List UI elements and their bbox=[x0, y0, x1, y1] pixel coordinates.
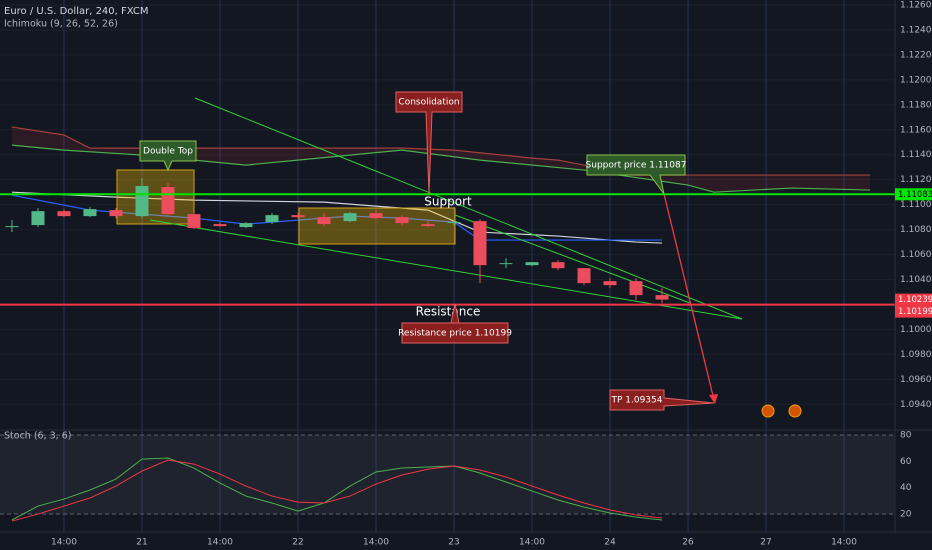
annotation: Double Top bbox=[143, 147, 193, 157]
annotation: Support bbox=[424, 195, 472, 209]
indicator-line bbox=[11, 459, 663, 522]
trend-line bbox=[194, 97, 743, 320]
trend-line bbox=[149, 219, 743, 320]
candle-body bbox=[577, 268, 591, 284]
stoch-band bbox=[0, 435, 895, 514]
indicator-title: Stoch (6, 3, 6) bbox=[4, 431, 71, 442]
candle-body bbox=[447, 222, 461, 224]
candle-body bbox=[135, 186, 149, 217]
y-tick-label: 1.11800 bbox=[900, 100, 932, 110]
annotation: Resistance bbox=[416, 305, 481, 319]
x-tick-label: 27 bbox=[760, 538, 771, 548]
candle-body bbox=[525, 262, 539, 266]
y-tick-label: 1.10000 bbox=[900, 325, 932, 335]
y-tick-label: 1.12600 bbox=[900, 0, 932, 10]
candle-body bbox=[57, 211, 71, 217]
price-label: 1.10199 bbox=[898, 307, 932, 317]
x-tick-label: 14:00 bbox=[831, 538, 857, 548]
y-tick-label: 1.10600 bbox=[900, 250, 932, 260]
y-tick-label: 1.12400 bbox=[900, 25, 932, 35]
callout bbox=[395, 91, 463, 195]
x-tick-label: 14:00 bbox=[363, 538, 389, 548]
callout bbox=[586, 154, 686, 195]
price-label-box bbox=[895, 293, 932, 306]
candle-body bbox=[499, 263, 513, 265]
x-tick-label: 14:00 bbox=[207, 538, 233, 548]
candle-body bbox=[551, 262, 565, 269]
candle-body bbox=[291, 215, 305, 218]
y-tick-label: 1.10400 bbox=[900, 275, 932, 285]
chart-title: Euro / U.S. Dollar, 240, FXCM bbox=[4, 6, 149, 17]
y-tick-label: 1.11600 bbox=[900, 125, 932, 135]
y-tick-label: 40 bbox=[900, 483, 912, 493]
candle-body bbox=[213, 224, 227, 227]
event-icon[interactable] bbox=[788, 404, 802, 418]
candle-body bbox=[473, 221, 487, 266]
y-tick-label: 20 bbox=[900, 509, 912, 519]
candle-body bbox=[161, 187, 175, 215]
y-tick-label: 1.11200 bbox=[900, 175, 932, 185]
candle-body bbox=[603, 281, 617, 286]
annotation: TP 1.09354 bbox=[610, 396, 662, 406]
y-tick-label: 60 bbox=[900, 457, 912, 467]
annotation: Consolidation bbox=[398, 98, 459, 108]
x-tick-label: 26 bbox=[682, 538, 694, 548]
candle-body bbox=[421, 224, 435, 227]
x-tick-label: 22 bbox=[292, 538, 303, 548]
y-tick-label: 1.10800 bbox=[900, 225, 932, 235]
candle-body bbox=[629, 281, 643, 296]
candle-body bbox=[5, 226, 19, 228]
candle-body bbox=[83, 209, 97, 217]
price-label: 1.11083 bbox=[898, 190, 932, 200]
annotation: Resistance price 1.10199 bbox=[398, 329, 512, 339]
price-label: 1.10239 bbox=[898, 295, 932, 305]
trend-line bbox=[454, 214, 691, 304]
candle-body bbox=[317, 217, 331, 225]
callout bbox=[609, 389, 715, 411]
callout bbox=[139, 140, 197, 172]
x-tick-label: 23 bbox=[448, 538, 459, 548]
candle-body bbox=[343, 213, 357, 222]
y-tick-label: 80 bbox=[900, 431, 912, 441]
double-top-box bbox=[116, 169, 195, 225]
x-tick-label: 14:00 bbox=[519, 538, 545, 548]
axes: 1.12600 1.12400 1.12200 1.12000 1.11800 1.116… bbox=[51, 0, 932, 548]
arrow-head bbox=[709, 394, 718, 404]
indicator-line bbox=[11, 144, 871, 193]
candle-body bbox=[187, 214, 201, 229]
x-tick-label: 21 bbox=[136, 538, 147, 548]
x-tick-label: 24 bbox=[604, 538, 616, 548]
y-tick-label: 1.11000 bbox=[900, 200, 932, 210]
target-arrow bbox=[663, 193, 715, 401]
y-tick-label: 1.12200 bbox=[900, 50, 932, 60]
candle-body bbox=[31, 211, 45, 226]
y-tick-label: 1.09400 bbox=[900, 400, 932, 410]
event-icon[interactable] bbox=[761, 404, 775, 418]
callout bbox=[401, 303, 509, 344]
price-label-box bbox=[895, 188, 932, 201]
x-tick-label: 14:00 bbox=[51, 538, 77, 548]
candle-body bbox=[109, 210, 123, 217]
annotations: Double Top Consolidation Support Resista… bbox=[139, 91, 802, 418]
candle-body bbox=[265, 215, 279, 223]
y-tick-label: 1.09800 bbox=[900, 350, 932, 360]
grid bbox=[0, 0, 895, 532]
price-label-box bbox=[895, 305, 932, 318]
y-tick-label: 1.11400 bbox=[900, 150, 932, 160]
candle-body bbox=[239, 223, 253, 228]
candle-body bbox=[369, 213, 383, 219]
indicator-line bbox=[11, 457, 663, 521]
indicator-title: Ichimoku (9, 26, 52, 26) bbox=[4, 19, 118, 30]
annotation: Support price 1.11087 bbox=[586, 161, 687, 171]
y-tick-label: 1.12000 bbox=[900, 75, 932, 85]
marks bbox=[0, 178, 895, 522]
y-tick-label: 1.09600 bbox=[900, 375, 932, 385]
candle-body bbox=[655, 295, 669, 300]
candle-body bbox=[395, 217, 409, 224]
